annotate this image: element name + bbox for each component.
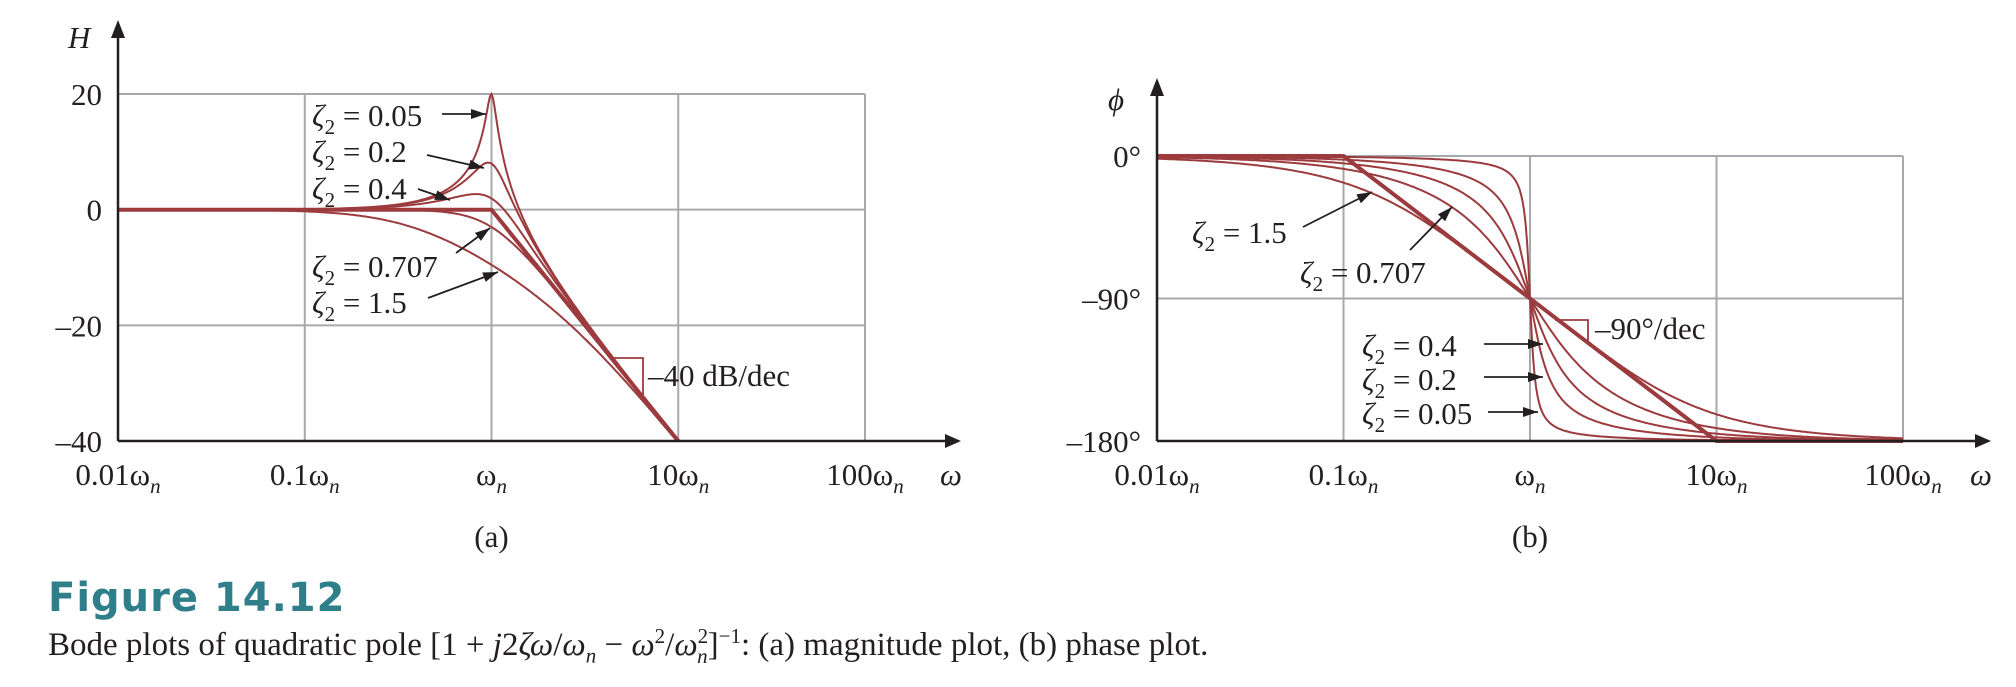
figure-title: Figure 14.12 <box>48 575 346 621</box>
asymptote-line <box>118 207 680 443</box>
series-label: ζ2 = 0.2 <box>1362 362 1457 403</box>
y-axis-arrow <box>1150 78 1164 96</box>
asymptote-label: –40 dB/dec <box>647 358 790 393</box>
y-tick-label: –20 <box>55 308 103 343</box>
slope-marker <box>1555 319 1589 343</box>
series-label: ζ2 = 0.05 <box>312 98 422 139</box>
series-label: ζ2 = 0.2 <box>312 134 407 175</box>
asymptote-label: –90°/dec <box>1594 311 1706 346</box>
annotation-arrow <box>417 188 451 201</box>
annotation-arrow <box>1484 339 1543 349</box>
series-label: ζ2 = 0.4 <box>312 171 407 212</box>
x-tick-label: ωn <box>1515 457 1546 498</box>
figure-caption: Bode plots of quadratic pole [1 + j2ζω/ω… <box>48 624 1209 668</box>
y-axis-label: ϕ <box>1108 82 1124 117</box>
x-tick-label: 0.1ωn <box>1309 457 1379 498</box>
series-label: ζ2 = 0.707 <box>1300 255 1426 296</box>
series-label: ζ2 = 1.5 <box>312 285 407 326</box>
annotation-arrow <box>427 271 499 299</box>
x-tick-label: 100ωn <box>826 457 903 498</box>
y-axis-arrow <box>111 20 125 38</box>
annotation-arrow <box>426 154 485 170</box>
y-tick-label: 0 <box>87 193 103 228</box>
panel-label: (b) <box>1512 519 1548 554</box>
annotation-arrow <box>1488 407 1538 417</box>
y-tick-label: 20 <box>71 77 102 112</box>
x-tick-label: 10ωn <box>1686 457 1748 498</box>
x-axis-label: ω <box>940 457 962 492</box>
x-tick-label: 10ωn <box>647 457 709 498</box>
bode-figure: 200–20–400.01ωn 0.1ωn ωn 10ωn 100ωn ωH(a)ζ2 =… <box>55 20 1992 554</box>
annotation-arrow <box>1409 206 1453 251</box>
annotation-arrow <box>455 227 491 254</box>
axes: 0° –90° –180°0.01ωn 0.1ωn ωn 10ωn 100ωn ω ϕ <box>1066 78 1992 498</box>
y-tick-label: –90° <box>1081 282 1141 317</box>
series-label: ζ2 = 1.5 <box>1192 215 1287 256</box>
x-axis-arrow <box>945 434 961 448</box>
x-tick-label: 0.01ωn <box>75 457 160 498</box>
x-axis-arrow <box>1975 434 1991 448</box>
phase-plot: 0° –90° –180°0.01ωn 0.1ωn ωn 10ωn 100ωn ω ϕ (b) ζ2… <box>1066 78 1992 554</box>
annotation-arrow <box>1302 191 1373 228</box>
x-tick-label: 0.01ωn <box>1114 457 1199 498</box>
axes: 20 0 –20 –400.01ωn 0.1ωn ωn 10ωn 100ωn ω H <box>55 20 962 498</box>
x-tick-label: ωn <box>476 457 507 498</box>
series-label: ζ2 = 0.707 <box>312 249 438 290</box>
magnitude-plot: 20 0 –20 –400.01ωn 0.1ωn ωn 10ωn 100ωn ω H (a) ζ2 =… <box>55 20 962 554</box>
y-tick-label: –180° <box>1066 424 1141 459</box>
series-label: ζ2 = 0.4 <box>1362 328 1457 369</box>
panel-label: (a) <box>474 519 508 554</box>
curves <box>118 91 681 443</box>
y-tick-label: –40 <box>55 424 103 459</box>
y-tick-label: 0° <box>1113 139 1141 174</box>
annotation-arrow <box>442 109 486 119</box>
slope-marker <box>609 357 644 395</box>
y-axis-label: H <box>67 20 92 55</box>
x-tick-label: 100ωn <box>1864 457 1941 498</box>
grid <box>1157 155 1904 441</box>
x-tick-label: 0.1ωn <box>270 457 340 498</box>
annotation-arrow <box>1484 372 1543 382</box>
series-label: ζ2 = 0.05 <box>1362 396 1472 437</box>
x-axis-label: ω <box>1970 457 1992 492</box>
